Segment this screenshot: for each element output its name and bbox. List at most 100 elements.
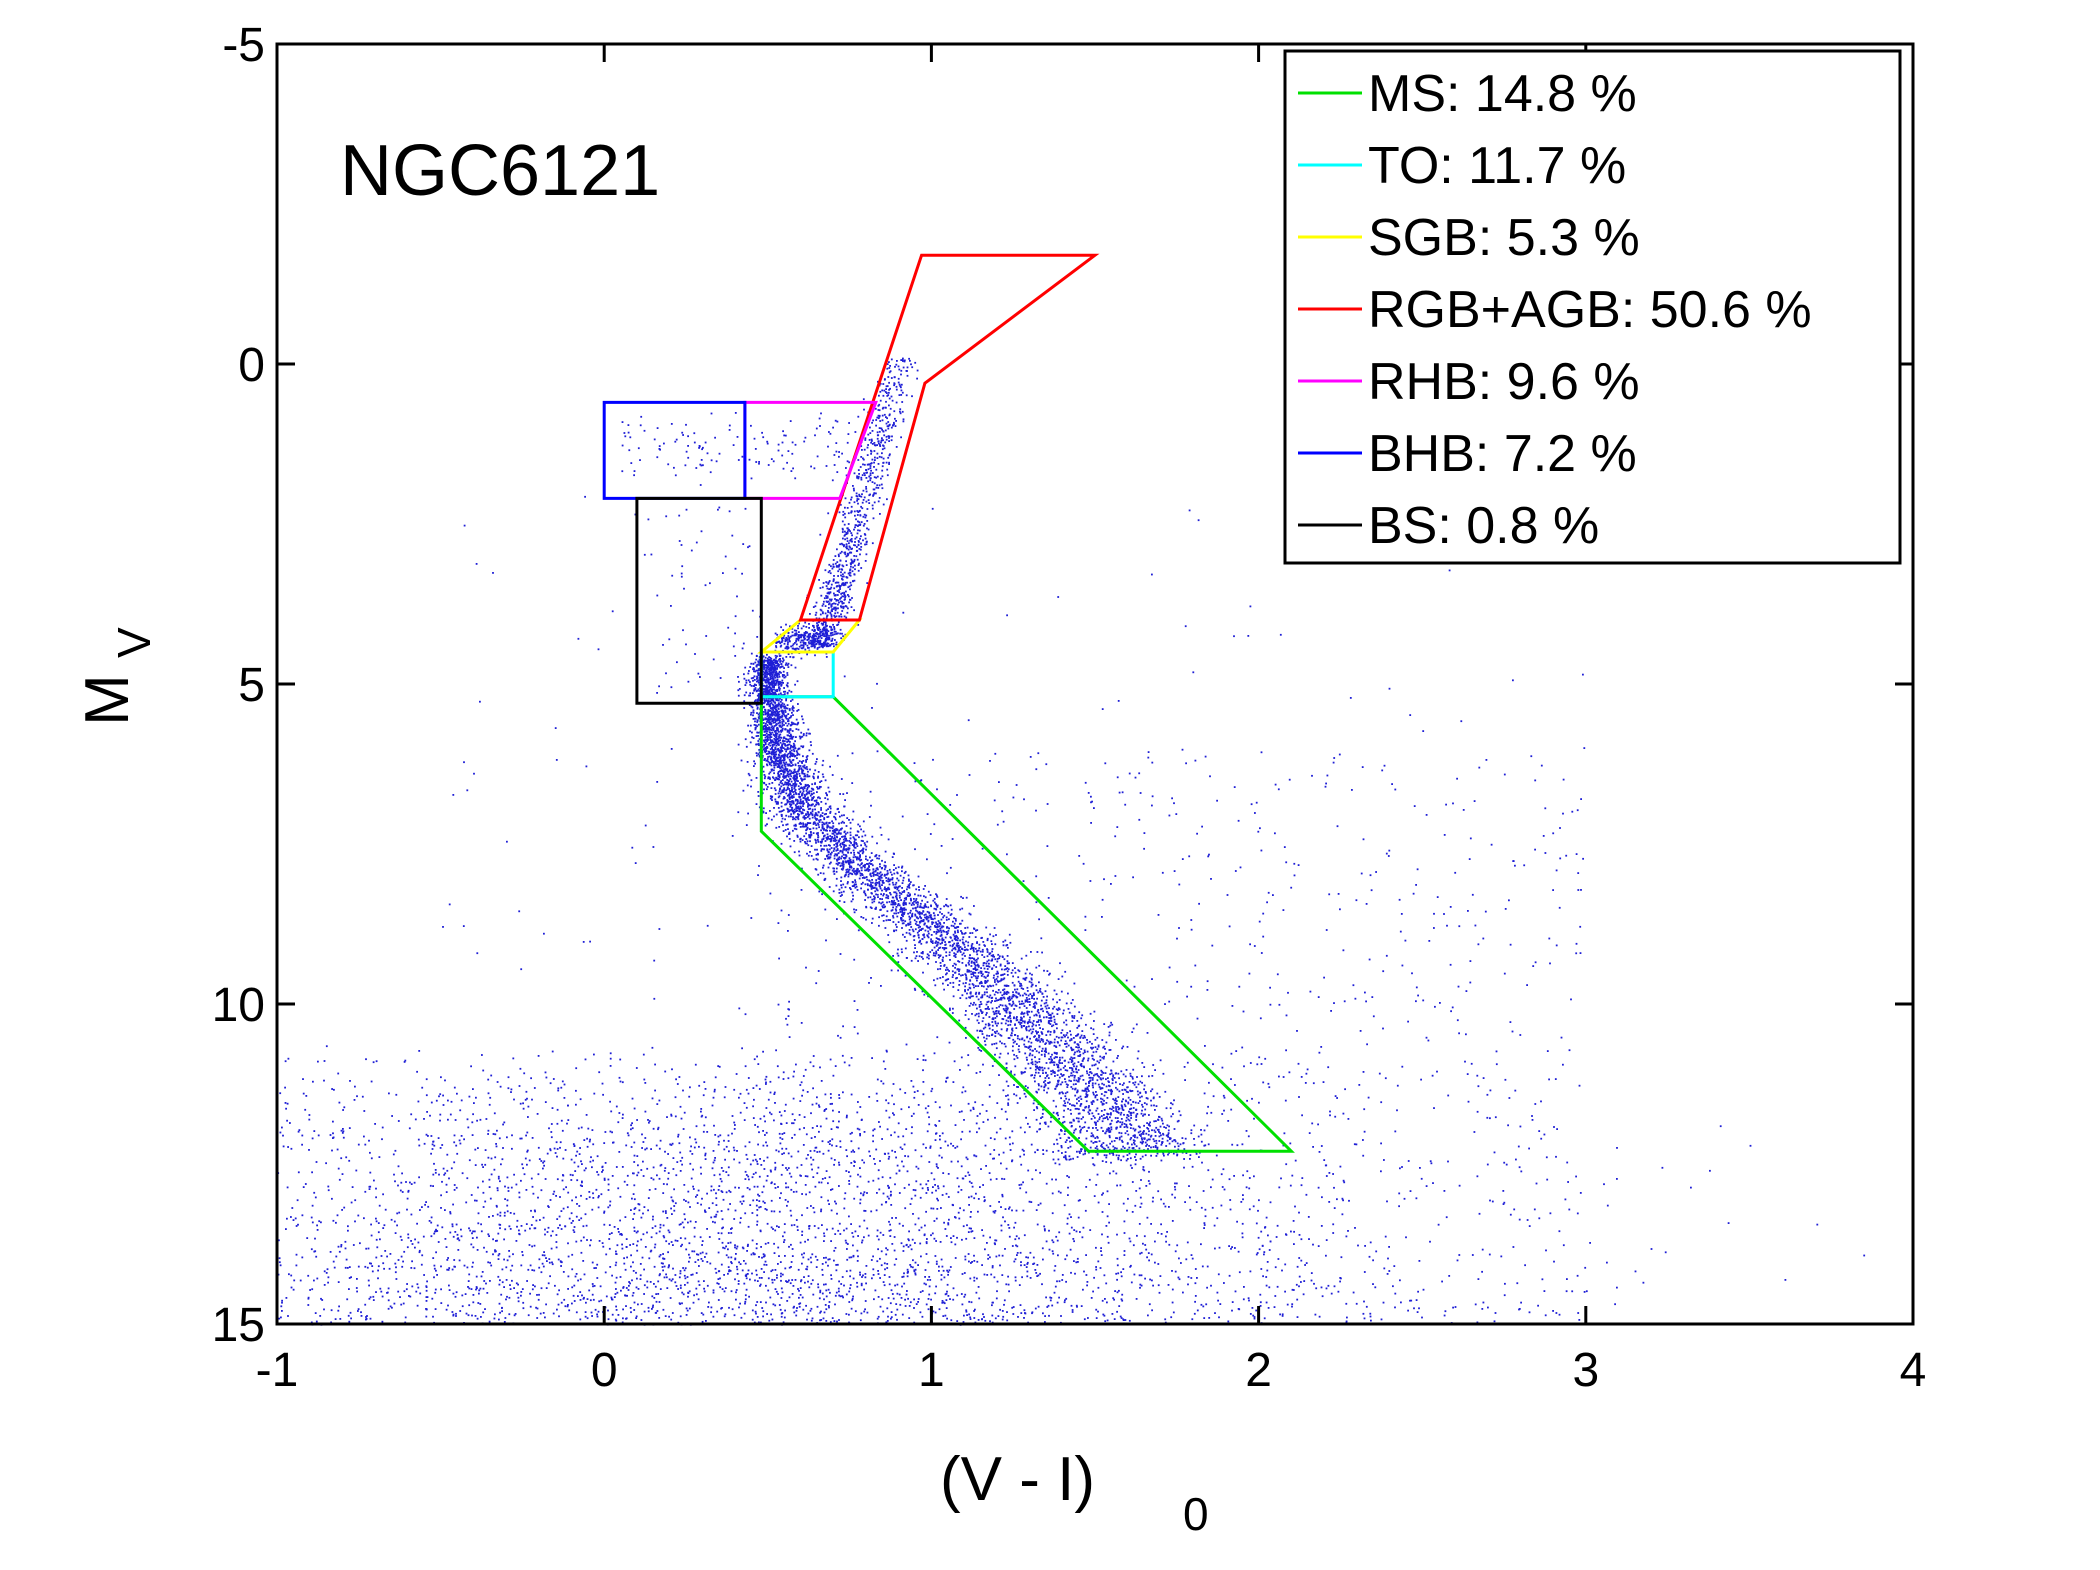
star-point [832,837,835,840]
star-point [1131,1143,1133,1146]
star-point [1090,1072,1093,1075]
star-point [1167,1132,1170,1134]
star-point [875,881,878,884]
star-point [974,966,977,969]
star-point [1046,1010,1048,1013]
star-point [1045,1149,1048,1152]
star-point [789,746,792,749]
star-point [1137,1102,1140,1104]
star-point [865,876,868,879]
star-point [933,907,936,910]
star-point [784,675,787,678]
star-point [824,802,827,805]
star-point [774,684,776,686]
star-point [883,906,886,909]
star-point [1018,1045,1020,1047]
star-point [987,1022,990,1025]
star-point [767,703,770,706]
star-point [775,801,778,803]
star-point [968,936,971,938]
star-point [757,791,760,793]
star-point [901,919,904,922]
star-point [821,812,824,814]
star-point [779,705,782,708]
star-point [926,926,929,928]
star-point [1177,1148,1180,1151]
star-point [1077,1080,1080,1083]
star-point [1021,1037,1024,1040]
star-point [1063,1109,1065,1112]
star-point [1121,1121,1124,1124]
star-point [1110,1092,1113,1094]
star-point [772,678,775,680]
star-point [1049,1056,1052,1058]
star-point [797,780,799,782]
star-point [1105,1091,1108,1094]
star-point [848,861,851,863]
star-point [1000,974,1002,977]
star-point [936,938,939,940]
star-point [863,890,866,893]
star-point [770,690,773,692]
star-point [1100,1097,1102,1100]
star-point [976,963,979,966]
star-point [787,718,790,721]
star-point [958,973,960,976]
star-point [785,781,788,784]
star-point [786,755,788,758]
star-point [942,939,945,941]
star-point [1067,1008,1070,1010]
star-point [1045,1034,1048,1036]
star-point [773,735,776,737]
star-point [958,960,961,963]
star-point [924,913,927,916]
star-point [1033,1014,1036,1017]
star-point [1176,1120,1179,1123]
star-point [983,975,986,978]
star-point [935,937,938,939]
star-point [1147,1133,1150,1136]
star-point [943,914,946,917]
star-point [936,926,938,929]
star-point [914,893,916,896]
star-point [790,749,793,752]
star-point [794,782,796,785]
star-point [1040,1085,1043,1088]
star-point [939,968,942,970]
star-point [774,714,777,717]
star-point [1017,976,1020,979]
star-point [1012,975,1014,978]
star-point [937,925,939,928]
star-point [846,817,849,819]
star-point [870,907,873,909]
star-point [870,863,873,865]
star-point [801,867,803,870]
star-point [885,896,888,899]
star-point [1012,991,1014,994]
star-point [1112,1152,1114,1155]
star-point [887,934,890,936]
star-point [764,747,767,749]
star-point [770,726,773,729]
star-point [1096,1060,1099,1063]
star-point [774,721,777,723]
star-point [770,658,773,660]
star-point [1092,1091,1095,1094]
star-point [920,917,923,919]
star-point [1100,1110,1103,1112]
star-point [974,964,977,967]
star-point [758,751,761,754]
star-point [839,850,842,853]
star-point [1032,993,1035,996]
star-point [769,735,771,738]
star-point [986,955,989,958]
star-point [798,753,801,756]
star-point [831,832,834,835]
star-point [1128,1081,1131,1083]
star-point [1154,1109,1156,1111]
star-point [810,787,813,790]
star-point [1057,1079,1060,1082]
star-point [766,823,768,826]
star-point [1125,1119,1128,1122]
star-point [1162,1133,1165,1136]
